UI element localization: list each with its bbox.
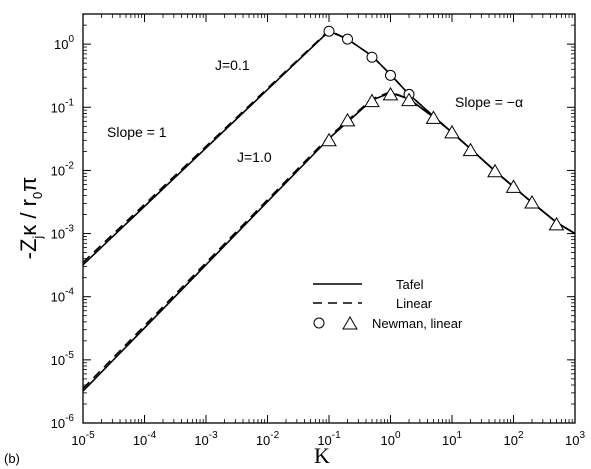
x-tick-base: 10 — [133, 433, 147, 448]
x-tick-base: 10 — [317, 433, 331, 448]
legend-label-tafel: Tafel — [396, 277, 424, 292]
axis-ticks: 10-5 10-4 10-3 10-2 10-1 100 101 102 10310-610-5… — [51, 13, 585, 448]
y-tick-exponent: -4 — [65, 287, 74, 298]
x-tick-exponent: -3 — [209, 430, 218, 441]
annotation-j01: J=0.1 — [215, 57, 250, 73]
plot-frame — [82, 13, 576, 424]
x-tick-label: 10-5 — [71, 430, 95, 448]
y-tick-exponent: -2 — [65, 160, 74, 171]
series-j01-dashed — [82, 29, 576, 263]
newman-circle-marker — [366, 51, 378, 63]
y-tick-base: 10 — [51, 290, 65, 305]
annotation-slope-1: Slope = 1 — [107, 124, 167, 140]
x-tick-label: 100 — [380, 430, 400, 448]
y-tick-base: 10 — [54, 37, 68, 52]
newman-triangle-marker — [444, 124, 460, 139]
x-tick-base: 10 — [256, 433, 270, 448]
newman-triangle-marker — [425, 110, 442, 124]
x-tick-base: 10 — [194, 433, 208, 448]
series-j01-solid — [82, 30, 576, 266]
y-tick-base: 10 — [51, 100, 65, 115]
newman-circle-marker — [385, 69, 396, 81]
y-axis-label: -Zjκ / r0π — [16, 177, 45, 260]
ylabel-r: / r — [16, 199, 41, 225]
x-tick-exponent: -5 — [86, 430, 95, 441]
y-tick-exponent: -3 — [65, 224, 74, 235]
y-tick-exponent: -5 — [65, 350, 74, 361]
newman-triangle-marker — [462, 142, 479, 157]
ylabel-kappa: κ — [16, 224, 41, 236]
x-tick-exponent: 0 — [395, 430, 401, 441]
x-tick-base: 10 — [565, 433, 579, 448]
legend-circle-marker — [313, 317, 325, 329]
legend-label-linear: Linear — [396, 296, 433, 311]
x-tick-exponent: -2 — [270, 430, 279, 441]
y-tick-label: 10-6 — [51, 413, 75, 431]
x-tick-exponent: -4 — [147, 430, 156, 441]
newman-triangle-marker — [321, 132, 337, 147]
newman-triangle-marker — [487, 163, 503, 178]
newman-triangle-marker — [364, 93, 380, 108]
x-tick-exponent: 3 — [579, 430, 585, 441]
x-tick-label: 103 — [565, 430, 585, 448]
newman-triangle-marker — [401, 92, 417, 107]
ylabel-pi: π — [16, 177, 41, 192]
annotation-slope-alpha: Slope = −α — [455, 94, 523, 110]
newman-triangle-marker — [339, 112, 356, 127]
x-tick-exponent: 1 — [456, 430, 462, 441]
y-tick-label: 10-1 — [51, 97, 75, 115]
x-axis-label: K — [314, 443, 330, 468]
y-tick-label: 100 — [54, 34, 74, 52]
x-tick-base: 10 — [71, 433, 85, 448]
y-tick-base: 10 — [51, 227, 65, 242]
ylabel-sub-0: 0 — [30, 192, 45, 199]
x-tick-exponent: -1 — [332, 430, 341, 441]
newman-circle-marker — [342, 33, 354, 45]
newman-triangle-marker — [524, 195, 540, 209]
y-tick-label: 10-4 — [51, 287, 75, 305]
x-tick-label: 10-2 — [256, 430, 280, 448]
legend-triangle-marker — [342, 316, 358, 330]
ylabel-sub-j: j — [30, 236, 45, 240]
y-tick-label: 10-3 — [51, 224, 75, 242]
y-tick-base: 10 — [51, 416, 65, 431]
legend-label-newman: Newman, linear — [372, 316, 463, 331]
x-tick-label: 10-3 — [194, 430, 218, 448]
curves — [82, 29, 576, 392]
legend: Tafel Linear Newman, linear — [313, 277, 463, 331]
x-tick-base: 10 — [380, 433, 394, 448]
x-tick-exponent: 2 — [518, 430, 524, 441]
x-tick-label: 102 — [503, 430, 523, 448]
ylabel-minus-z: -Z — [16, 239, 41, 260]
x-tick-label: 10-4 — [133, 430, 157, 448]
x-tick-base: 10 — [503, 433, 517, 448]
y-tick-base: 10 — [51, 163, 65, 178]
markers — [321, 25, 565, 231]
y-tick-base: 10 — [51, 353, 65, 368]
y-tick-label: 10-5 — [51, 350, 75, 368]
panel-label: (b) — [4, 451, 20, 466]
newman-triangle-marker — [382, 86, 399, 101]
newman-circle-marker — [323, 25, 335, 37]
y-tick-exponent: -6 — [65, 413, 74, 424]
x-tick-base: 10 — [442, 433, 456, 448]
x-tick-label: 101 — [442, 430, 462, 448]
y-tick-exponent: 0 — [68, 34, 74, 45]
newman-triangle-marker — [548, 216, 565, 231]
newman-triangle-marker — [505, 179, 522, 193]
x-tick-label: 10-1 — [317, 430, 341, 448]
annotation-j10: J=1.0 — [237, 149, 272, 165]
y-tick-exponent: -1 — [65, 97, 74, 108]
y-tick-label: 10-2 — [51, 160, 75, 178]
